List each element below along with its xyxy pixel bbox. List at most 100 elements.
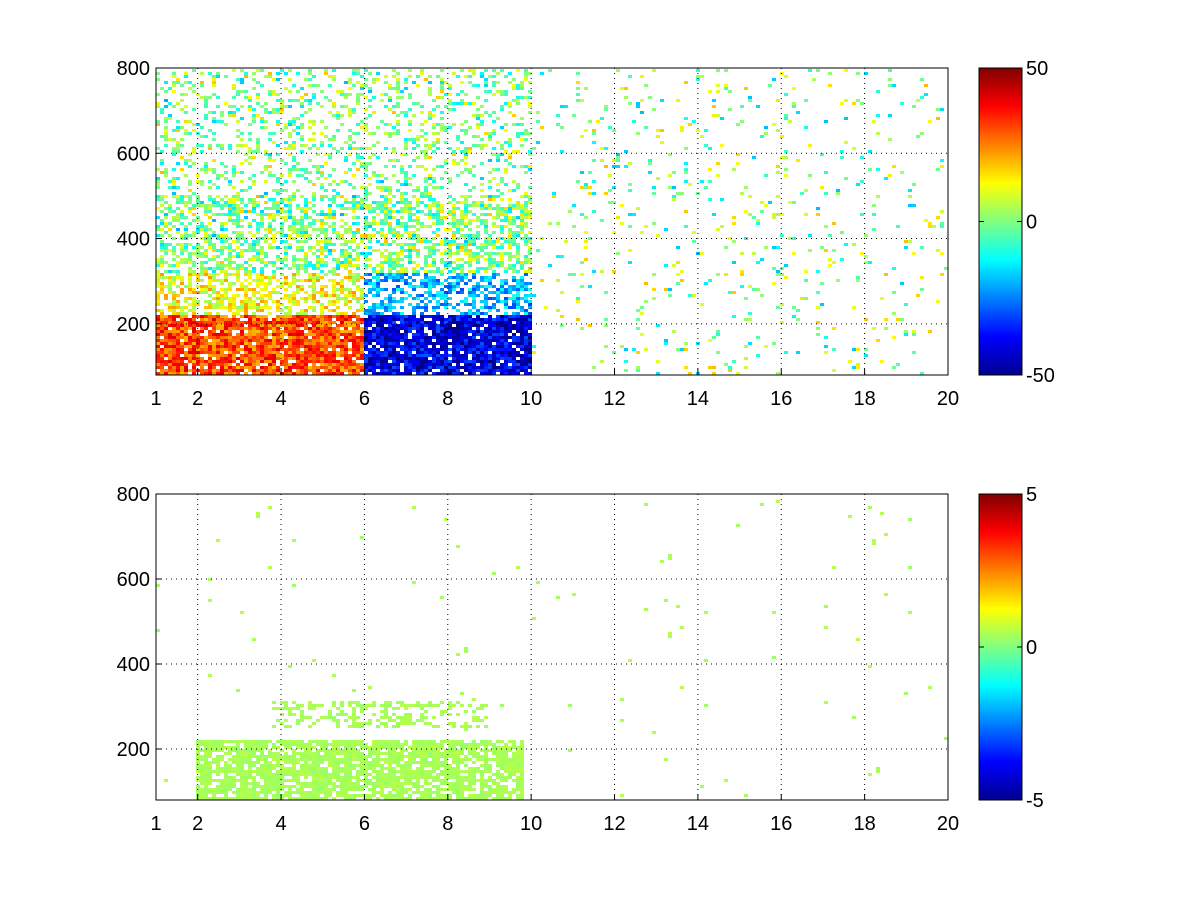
heatmap-cell	[456, 162, 460, 165]
heatmap-cell	[156, 294, 160, 297]
heatmap-cell	[424, 180, 428, 183]
heatmap-cell	[220, 345, 224, 348]
heatmap-cell	[428, 174, 432, 177]
heatmap-cell	[244, 210, 248, 213]
heatmap-cell	[496, 369, 500, 372]
heatmap-cell	[416, 84, 420, 87]
heatmap-cell	[364, 327, 368, 330]
heatmap-cell	[264, 252, 268, 255]
heatmap-cell	[308, 147, 312, 150]
heatmap-cell	[160, 222, 164, 225]
heatmap-cell	[332, 198, 336, 201]
heatmap-cell	[228, 345, 232, 348]
heatmap-cell	[416, 339, 420, 342]
heatmap-cell	[512, 189, 516, 192]
heatmap-cell	[208, 312, 212, 315]
heatmap-cell	[388, 372, 392, 375]
heatmap-cell	[372, 309, 376, 312]
heatmap-cell	[372, 174, 376, 177]
heatmap-cell	[188, 207, 192, 210]
heatmap-cell	[344, 96, 348, 99]
heatmap-cell	[204, 228, 208, 231]
heatmap-cell	[320, 252, 324, 255]
heatmap-cell	[400, 348, 404, 351]
heatmap-cell	[392, 333, 396, 336]
heatmap-cell	[328, 360, 332, 363]
heatmap-cell	[500, 90, 504, 93]
heatmap-cell	[324, 333, 328, 336]
heatmap-cell	[356, 246, 360, 249]
heatmap-cell	[452, 252, 456, 255]
heatmap-cell	[232, 96, 236, 99]
heatmap-cell	[292, 228, 296, 231]
heatmap-cell	[520, 267, 524, 270]
heatmap-cell	[332, 249, 336, 252]
heatmap-cell	[204, 99, 208, 102]
heatmap-cell	[424, 333, 428, 336]
heatmap-cell	[308, 222, 312, 225]
heatmap-cell	[412, 297, 416, 300]
heatmap-cell	[664, 264, 668, 267]
heatmap-cell	[468, 312, 472, 315]
heatmap-cell	[244, 348, 248, 351]
heatmap-cell	[188, 288, 192, 291]
heatmap-cell	[256, 330, 260, 333]
heatmap-cell	[272, 288, 276, 291]
heatmap-cell	[224, 123, 228, 126]
heatmap-cell	[256, 150, 260, 153]
heatmap-cell	[240, 132, 244, 135]
heatmap-cell	[528, 354, 532, 357]
heatmap-cell	[252, 288, 256, 291]
heatmap-cell	[368, 246, 372, 249]
heatmap-cell	[340, 312, 344, 315]
heatmap-cell	[380, 372, 384, 375]
heatmap-cell	[564, 240, 568, 243]
heatmap-cell	[200, 288, 204, 291]
heatmap-cell	[432, 360, 436, 363]
heatmap-cell	[528, 372, 532, 375]
heatmap-cell	[340, 90, 344, 93]
heatmap-cell	[516, 297, 520, 300]
heatmap-cell	[464, 327, 468, 330]
heatmap-cell	[572, 225, 576, 228]
heatmap-cell	[408, 261, 412, 264]
heatmap-cell	[240, 90, 244, 93]
heatmap-cell	[412, 189, 416, 192]
heatmap-cell	[284, 141, 288, 144]
heatmap-cell	[200, 228, 204, 231]
heatmap-cell	[168, 363, 172, 366]
heatmap-cell	[488, 342, 492, 345]
heatmap-cell	[516, 249, 520, 252]
heatmap-cell	[228, 330, 232, 333]
heatmap-cell	[368, 225, 372, 228]
heatmap-cell	[384, 216, 388, 219]
heatmap-cell	[248, 201, 252, 204]
heatmap-cell	[500, 210, 504, 213]
heatmap-cell	[304, 315, 308, 318]
heatmap-cell	[440, 126, 444, 129]
heatmap-cell	[232, 354, 236, 357]
heatmap-cell	[384, 177, 388, 180]
heatmap-cell	[188, 267, 192, 270]
heatmap-cell	[320, 186, 324, 189]
heatmap-cell	[476, 108, 480, 111]
heatmap-cell	[484, 360, 488, 363]
heatmap-cell	[236, 324, 240, 327]
heatmap-cell	[156, 270, 160, 273]
heatmap-cell	[280, 228, 284, 231]
heatmap-cell	[468, 195, 472, 198]
heatmap-cell	[240, 189, 244, 192]
heatmap-cell	[236, 222, 240, 225]
heatmap-cell	[172, 252, 176, 255]
heatmap-cell	[396, 372, 400, 375]
heatmap-cell	[164, 246, 168, 249]
heatmap-cell	[264, 321, 268, 324]
heatmap-cell	[352, 369, 356, 372]
heatmap-cell	[380, 219, 384, 222]
heatmap-cell	[396, 129, 400, 132]
heatmap-cell	[164, 339, 168, 342]
heatmap-cell	[412, 114, 416, 117]
heatmap-cell	[524, 243, 528, 246]
heatmap-cell	[464, 363, 468, 366]
heatmap-cell	[312, 132, 316, 135]
